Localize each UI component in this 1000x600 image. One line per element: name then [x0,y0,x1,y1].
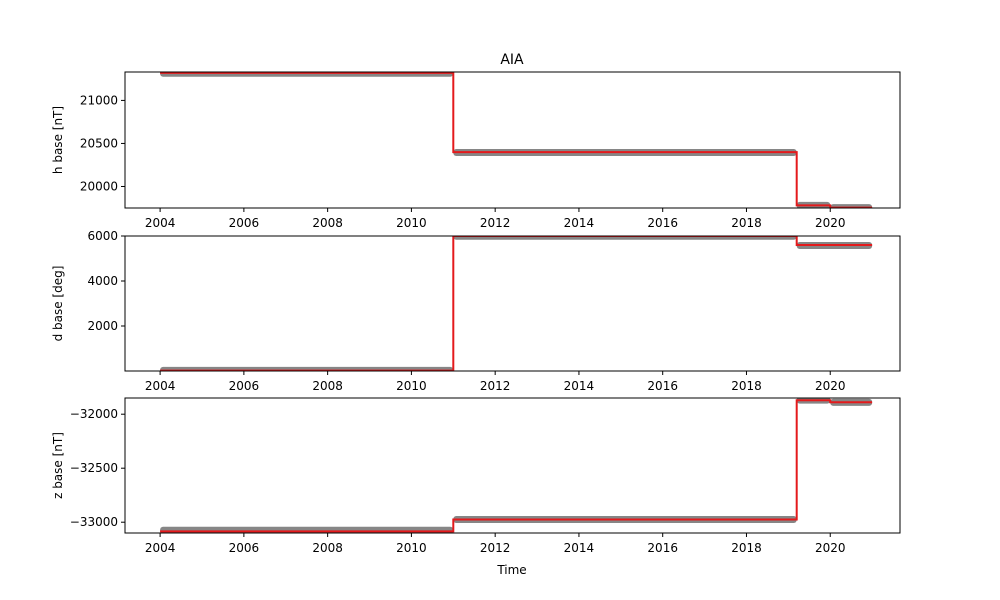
x-tick-label: 2004 [145,379,176,393]
x-tick-label: 2004 [145,216,176,230]
x-tick-label: 2004 [145,541,176,555]
plot-area [160,236,873,371]
baseline-step-line [160,236,873,371]
axes-frame [124,71,901,209]
x-tick-label: 2020 [815,216,846,230]
x-tick-label: 2020 [815,541,846,555]
y-tick-label: 20500 [80,136,118,150]
panel-h-base: 20000 20500 21000 2004 2006 2008 2010 2012 2014 2… [51,71,901,230]
y-tick-label: 21000 [80,93,118,107]
x-tick-label: 2016 [647,541,678,555]
y-tick-label: 4000 [87,274,118,288]
x-tick-label: 2008 [312,541,343,555]
x-tick-label: 2018 [731,379,762,393]
x-tick-label: 2018 [731,541,762,555]
y-tick-label: −33000 [70,515,118,529]
x-tick-label: 2018 [731,216,762,230]
x-axis-label: Time [496,563,526,577]
x-tick-label: 2016 [647,379,678,393]
x-tick-label: 2020 [815,379,846,393]
baseline-step-line [160,399,873,533]
chart-title: AIA [500,52,524,68]
y-axis-label: h base [nT] [51,106,65,174]
plot-area [160,72,873,208]
x-tick-label: 2012 [480,541,511,555]
y-tick-label: 6000 [87,229,118,243]
x-tick-label: 2014 [564,216,595,230]
x-tick-label: 2012 [480,379,511,393]
x-tick-label: 2008 [312,216,343,230]
x-tick-label: 2014 [564,541,595,555]
y-axis-label: d base [deg] [51,266,65,342]
y-tick-label: −32000 [70,407,118,421]
x-tick-label: 2006 [229,541,260,555]
x-tick-label: 2010 [396,379,427,393]
x-tick-label: 2014 [564,379,595,393]
panel-d-base: 2000 4000 6000 2004 2006 2008 2010 2012 2014 2016… [51,229,901,393]
x-tick-label: 2008 [312,379,343,393]
x-tick-label: 2016 [647,216,678,230]
axes-frame [124,235,901,372]
y-axis-label: z base [nT] [51,432,65,499]
x-tick-label: 2012 [480,216,511,230]
x-tick-label: 2010 [396,541,427,555]
plot-area [160,398,873,533]
panel-z-base: −33000 −32500 −32000 2004 2006 2008 2010 2012 20… [51,397,901,555]
x-tick-label: 2006 [229,379,260,393]
axes-frame [124,397,901,534]
x-tick-label: 2010 [396,216,427,230]
baseline-step-line [160,72,873,208]
x-tick-label: 2006 [229,216,260,230]
y-tick-label: 20000 [80,179,118,193]
y-tick-label: 2000 [87,319,118,333]
y-tick-label: −32500 [70,461,118,475]
